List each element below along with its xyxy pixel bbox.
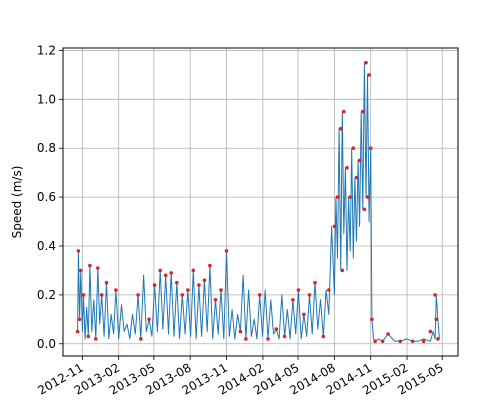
scatter-point	[351, 146, 356, 150]
y-tick-label: 0.2	[37, 288, 56, 302]
scatter-point	[364, 60, 368, 65]
scatter-point	[147, 317, 151, 322]
scatter-point	[321, 334, 326, 339]
scatter-point	[244, 337, 248, 341]
scatter-point	[202, 278, 207, 283]
scatter-point	[373, 339, 377, 344]
scatter-point	[75, 329, 80, 334]
scatter-point	[345, 166, 349, 170]
scatter-point	[410, 339, 415, 344]
scatter-point	[357, 158, 362, 163]
scatter-point	[291, 298, 295, 302]
scatter-point	[421, 339, 426, 344]
y-tick-label: 0.8	[37, 141, 56, 155]
scatter-point	[81, 293, 86, 297]
scatter-point	[169, 271, 173, 275]
y-tick-label: 1.0	[37, 92, 56, 106]
scatter-point	[335, 195, 340, 199]
scatter-point	[338, 126, 343, 131]
scatter-point	[266, 337, 270, 341]
scatter-point	[362, 207, 367, 212]
scatter-point	[307, 293, 312, 297]
scatter-point	[88, 263, 92, 268]
scatter-point	[332, 224, 337, 229]
scatter-point	[340, 268, 345, 273]
scatter-point	[186, 288, 190, 292]
scatter-point	[302, 312, 306, 317]
scatter-point	[433, 293, 437, 297]
series-line	[77, 62, 440, 342]
scatter-point	[208, 263, 212, 268]
y-tick-label: 0.0	[37, 337, 56, 351]
scatter-point	[274, 327, 279, 331]
scatter-point	[386, 332, 390, 336]
grid-lines	[63, 48, 458, 356]
scatter-point	[213, 298, 218, 302]
scatter-point	[257, 293, 262, 297]
scatter-point	[114, 288, 118, 292]
scatter-point	[367, 73, 371, 77]
scatter-point	[197, 283, 201, 287]
y-tick-label: 0.6	[37, 190, 56, 204]
axes-frame	[62, 47, 459, 357]
scatter-point	[76, 249, 81, 253]
scatter-point	[342, 109, 346, 114]
scatter-point	[365, 195, 370, 199]
scatter-point	[99, 293, 104, 297]
scatter-point	[224, 249, 229, 253]
scatter-point	[79, 268, 83, 273]
plot-data	[75, 60, 440, 344]
scatter-point	[94, 337, 98, 341]
scatter-point	[136, 293, 140, 297]
scatter-point	[219, 288, 223, 292]
scatter-point	[175, 280, 179, 285]
y-axis-label: Speed (m/s)	[10, 166, 24, 239]
scatter-point	[104, 280, 109, 285]
scatter-point	[368, 146, 373, 150]
scatter-point	[296, 288, 301, 292]
scatter-point	[86, 334, 91, 339]
scatter-point	[282, 334, 287, 339]
scatter-point	[238, 329, 243, 334]
scatter-point	[163, 273, 168, 278]
scatter-point	[313, 280, 317, 285]
scatter-point	[434, 317, 439, 322]
scatter-point	[327, 288, 331, 292]
scatter-point	[436, 337, 440, 341]
y-tick-label: 1.2	[37, 43, 56, 57]
scatter-point	[77, 317, 82, 322]
scatter-point	[191, 268, 196, 273]
scatter-point	[96, 266, 100, 270]
scatter-point	[180, 293, 185, 297]
scatter-point	[348, 195, 353, 199]
scatter-point	[370, 317, 374, 322]
scatter-point	[428, 329, 433, 334]
scatter-point	[361, 109, 365, 114]
scatter-point	[380, 339, 385, 344]
scatter-point	[152, 283, 157, 287]
y-tick-label: 0.4	[37, 239, 56, 253]
scatter-point	[139, 337, 143, 341]
scatter-point	[354, 175, 359, 180]
scatter-point	[158, 268, 162, 273]
scatter-point	[398, 339, 403, 344]
